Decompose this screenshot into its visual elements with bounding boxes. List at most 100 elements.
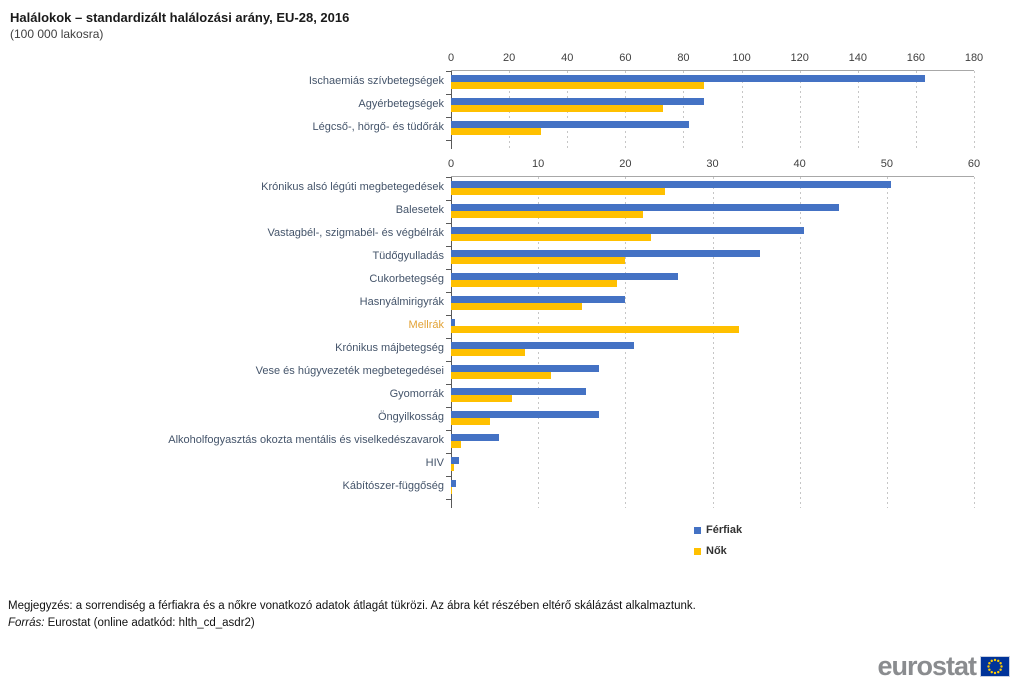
bar-men	[451, 480, 457, 487]
category-tick	[446, 200, 451, 201]
legend-label-men: Férfiak	[706, 524, 743, 536]
bar-men	[451, 204, 839, 211]
gridline	[741, 71, 743, 149]
top-chart-axis: 0 20 40 60 80 100 120 140 160 180	[447, 50, 983, 70]
category-label: Balesetek	[395, 204, 444, 216]
category-label: Mellrák	[408, 319, 444, 331]
category-label: Vastagbél-, szigmabél- és végbélrák	[267, 227, 445, 239]
bar-women	[451, 280, 617, 287]
category-label: Légcső-, hörgő- és tüdőrák	[312, 121, 444, 133]
category-label: Öngyilkosság	[377, 411, 444, 423]
category-label: Tüdőgyulladás	[372, 250, 444, 262]
axis-tick-label: 120	[790, 52, 809, 64]
bar-women	[451, 188, 665, 195]
bar-women	[451, 105, 664, 112]
axis-tick-label: 60	[967, 158, 981, 170]
chart-row	[451, 71, 974, 94]
category-tick	[446, 476, 451, 477]
source-line: Forrás: Eurostat (online adatkód: hlth_c…	[8, 615, 696, 632]
category-tick	[446, 117, 451, 118]
bar-men	[451, 181, 892, 188]
category-tick	[446, 246, 451, 247]
chart-row	[451, 223, 974, 246]
chart-row	[451, 177, 974, 200]
bar-men	[451, 296, 626, 303]
category-tick	[446, 499, 451, 500]
bar-men	[451, 342, 635, 349]
category-tick	[446, 223, 451, 224]
axis-tick-label: 10	[532, 158, 545, 170]
bar-men	[451, 273, 678, 280]
chart-row	[451, 476, 974, 499]
axis-tick-label: 50	[880, 158, 893, 170]
category-label: HIV	[425, 457, 444, 469]
bar-men	[451, 75, 925, 82]
bar-women	[451, 487, 452, 494]
bar-men	[451, 457, 459, 464]
axis-tick-label: 40	[793, 158, 806, 170]
chart-row	[451, 246, 974, 269]
axis-tick-label: 80	[677, 52, 690, 64]
bar-women	[451, 349, 526, 356]
chart-row	[451, 361, 974, 384]
top-chart-plot-area	[446, 70, 975, 149]
axis-tick-label: 100	[732, 52, 751, 64]
eu-flag-icon	[980, 656, 1010, 677]
category-label: Cukorbetegség	[369, 273, 444, 285]
bottom-bar-chart: 0 10 20 30 40 50 60 Krónikus alsó légúti megbe…	[0, 156, 1000, 508]
axis-tick-label: 140	[848, 52, 867, 64]
axis-tick-label: 0	[447, 158, 455, 170]
bar-women	[451, 464, 454, 471]
page-subtitle: (100 000 lakosra)	[10, 27, 104, 41]
top-chart-category-labels: Ischaemiás szívbetegségek Agyérbetegségek…	[0, 70, 451, 149]
source-label: Forrás:	[8, 616, 45, 629]
gridline	[915, 71, 917, 149]
category-tick	[446, 269, 451, 270]
category-tick	[446, 430, 451, 431]
chart-row	[451, 94, 974, 117]
gridline	[799, 71, 801, 149]
category-tick	[446, 177, 451, 178]
chart-row	[451, 407, 974, 430]
category-label: Alkoholfogyasztás okozta mentális és vis…	[168, 434, 444, 446]
chart-row	[451, 292, 974, 315]
category-tick	[446, 94, 451, 95]
category-label: Krónikus májbetegség	[335, 342, 444, 354]
category-label: Vese és húgyvezeték megbetegedései	[255, 365, 444, 377]
source-text: Eurostat (online adatkód: hlth_cd_asdr2)	[44, 616, 255, 629]
bar-men	[451, 411, 600, 418]
category-tick	[446, 407, 451, 408]
bar-women	[451, 82, 704, 89]
bar-men	[451, 227, 805, 234]
bar-men	[451, 388, 587, 395]
chart-row	[451, 453, 974, 476]
axis-tick-label: 30	[706, 158, 719, 170]
legend-item-men: Férfiak	[694, 524, 742, 536]
chart-row	[451, 200, 974, 223]
category-tick	[446, 315, 451, 316]
bar-women	[451, 128, 542, 135]
category-label: Ischaemiás szívbetegségek	[308, 75, 444, 87]
axis-tick-label: 160	[906, 52, 926, 64]
bar-women	[451, 303, 582, 310]
top-bar-chart: 0 20 40 60 80 100 120 140 160 180 Ischaemiás szív…	[0, 50, 1000, 149]
page-title: Halálokok – standardizált halálozási ará…	[10, 10, 350, 25]
axis-tick-label: 0	[447, 52, 455, 64]
category-label: Krónikus alsó légúti megbetegedések	[261, 181, 444, 193]
chart-row	[451, 384, 974, 407]
category-label: Kábítószer-függőség	[342, 480, 444, 492]
chart-legend: Férfiak Nők	[694, 524, 742, 566]
note-line: Megjegyzés: a sorrendiség a férfiakra és…	[8, 600, 696, 612]
bar-women	[451, 372, 552, 379]
category-label: Agyérbetegségek	[358, 98, 444, 110]
bottom-chart-plot-area	[446, 176, 975, 508]
legend-swatch	[694, 526, 701, 534]
legend-item-women: Nők	[694, 545, 742, 557]
category-tick	[446, 338, 451, 339]
bar-women	[451, 211, 643, 218]
bar-men	[451, 434, 499, 441]
chart-row	[451, 269, 974, 292]
footnotes: Megjegyzés: a sorrendiség a férfiakra és…	[8, 598, 696, 631]
bar-men	[451, 319, 456, 326]
bar-men	[451, 250, 761, 257]
